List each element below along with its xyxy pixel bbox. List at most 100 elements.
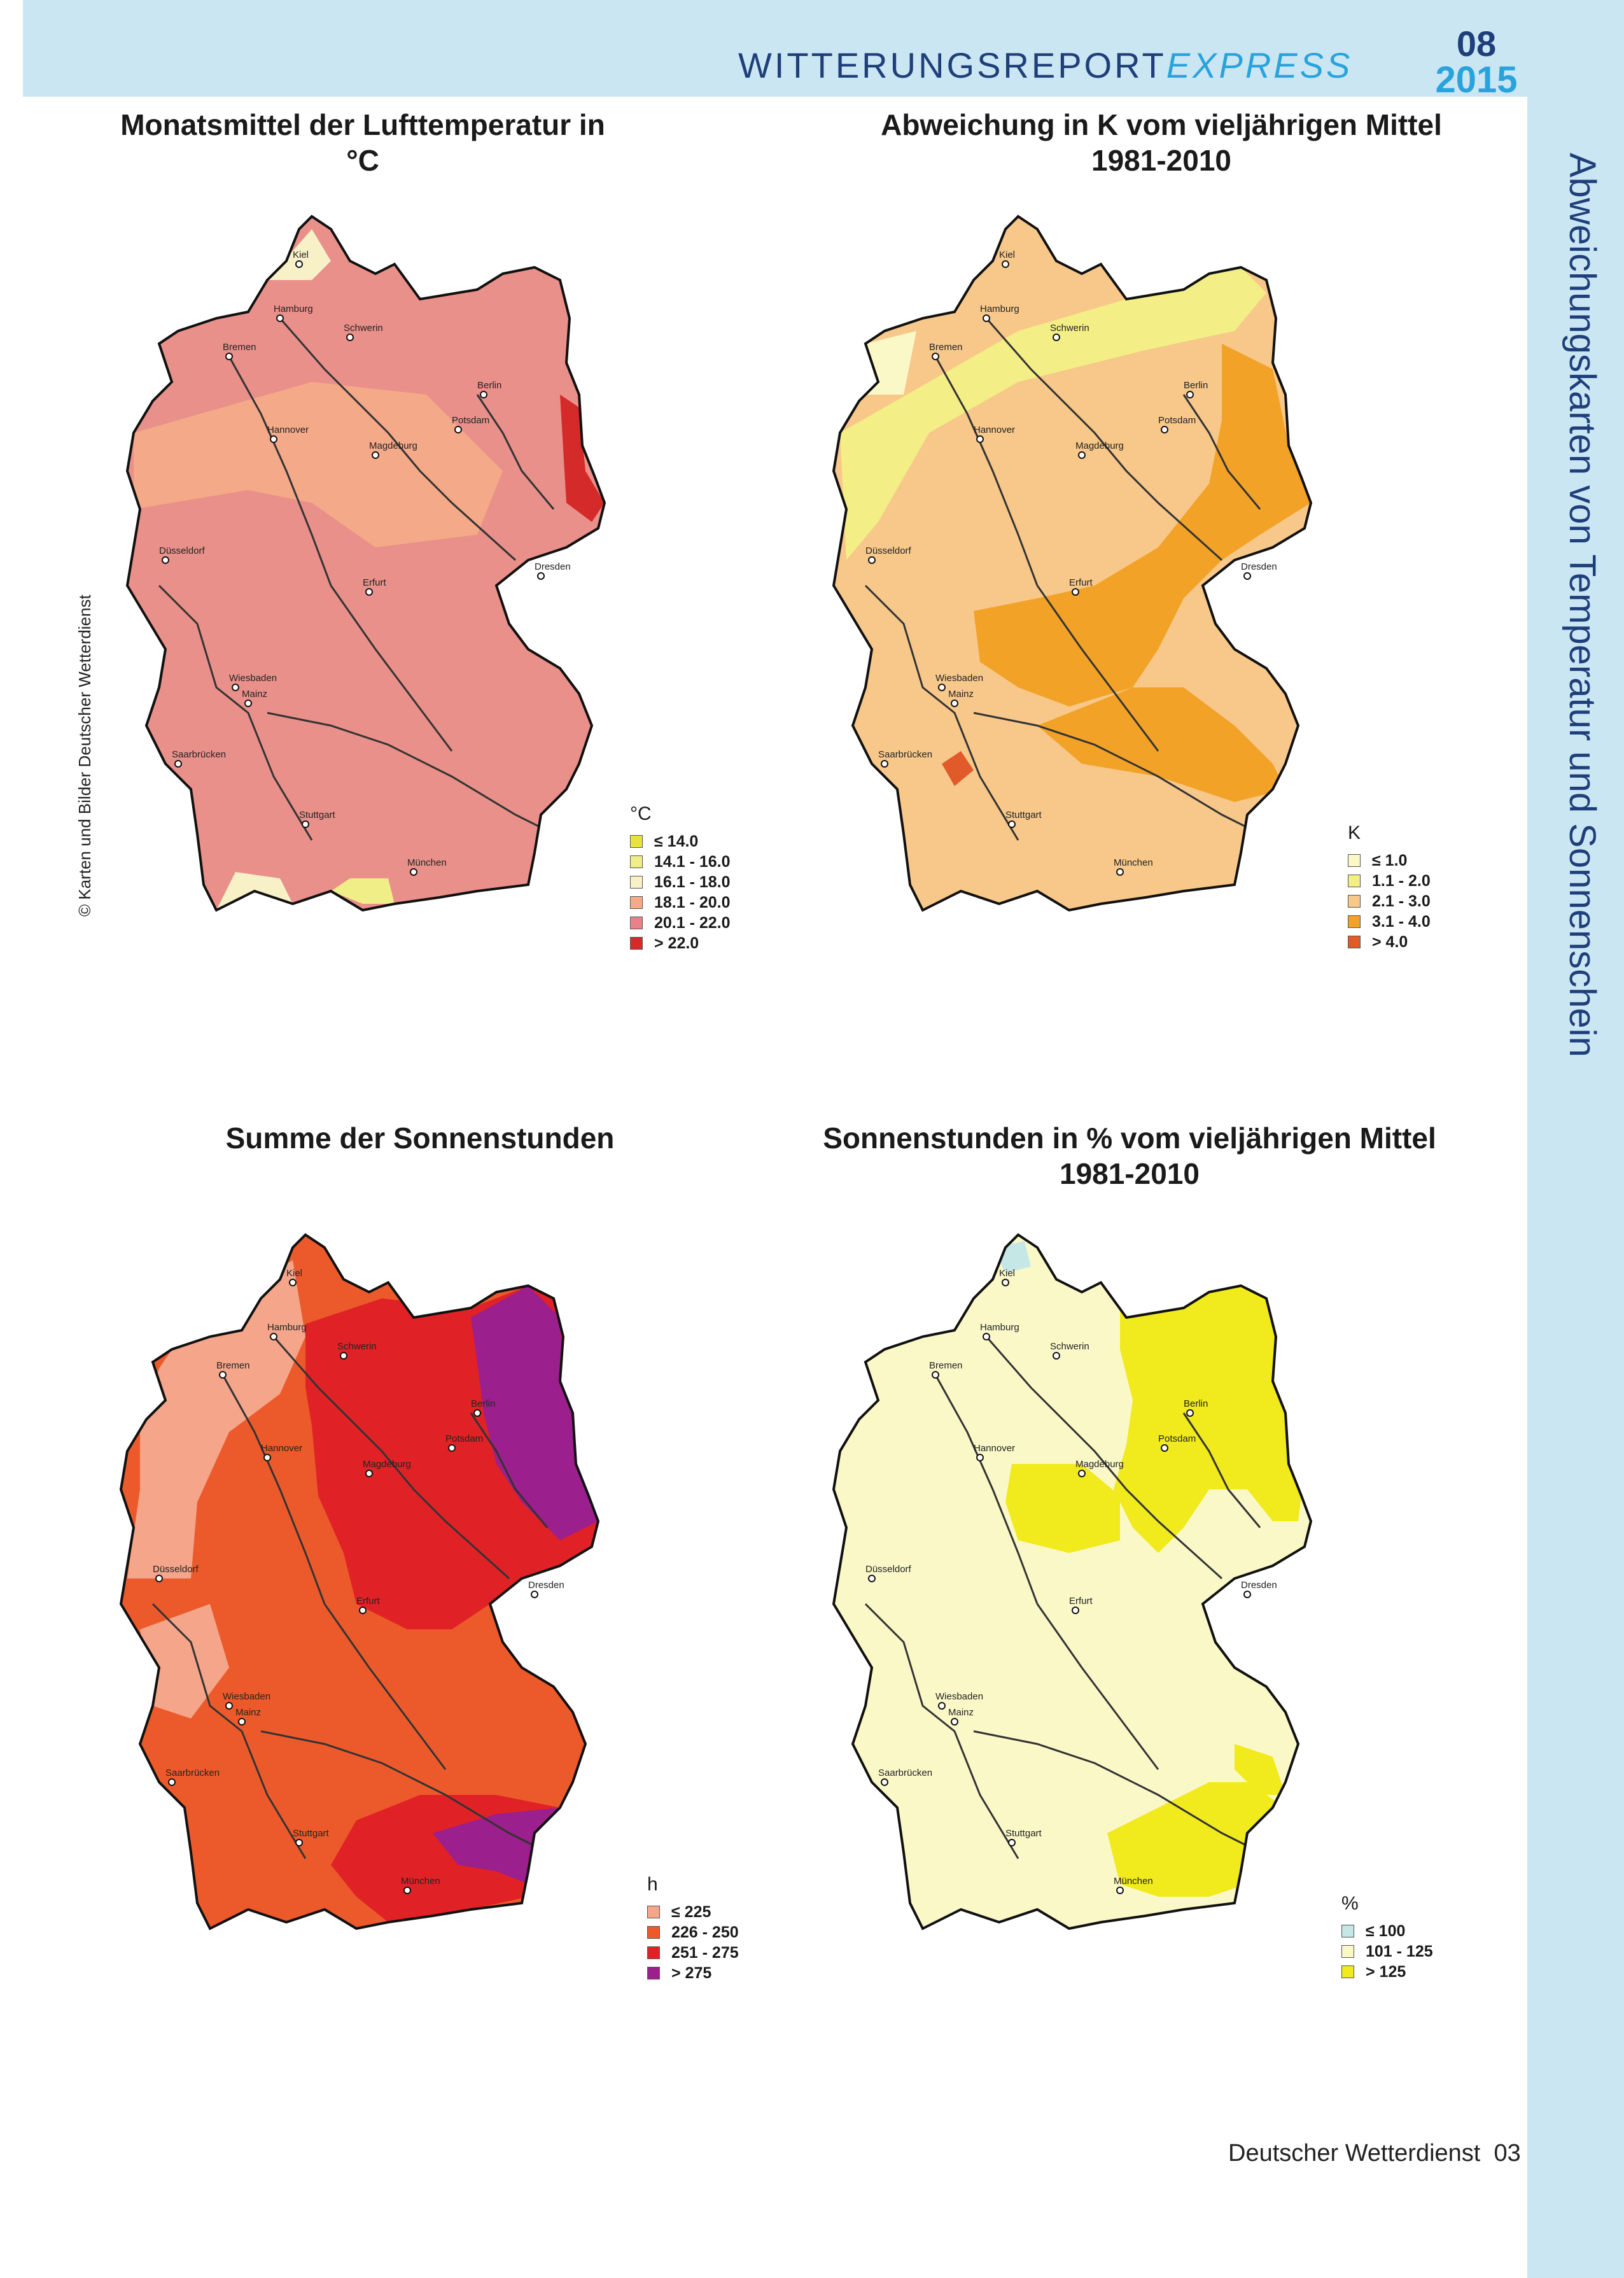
city-marker — [1072, 588, 1079, 596]
legend-unit: % — [1341, 1893, 1359, 1914]
legend-label: 2.1 - 3.0 — [1372, 892, 1431, 910]
city-label: Magdeburg — [363, 1459, 411, 1470]
legend-label: 251 - 275 — [671, 1943, 739, 1962]
river-line — [973, 1730, 1273, 1860]
city-label: Hannover — [267, 425, 309, 435]
city-marker — [225, 1702, 233, 1710]
city-marker — [232, 684, 239, 691]
legend-item: 2.1 - 3.0 — [1348, 891, 1431, 911]
river-line — [151, 1603, 307, 1859]
legend-swatch — [630, 937, 643, 950]
legend-swatch — [1341, 1965, 1354, 1978]
city-marker — [473, 1409, 481, 1417]
legend-label: > 275 — [671, 1964, 712, 1982]
city-label: Kiel — [999, 1268, 1015, 1279]
map-title-temperature-anomaly: Abweichung in K vom vieljährigen Mittel … — [795, 107, 1527, 178]
city-marker — [372, 451, 379, 459]
city-marker — [1072, 1607, 1079, 1614]
city-marker — [881, 1778, 888, 1786]
city-label: Bremen — [223, 342, 256, 353]
city-marker — [1008, 820, 1016, 828]
city-label: Magdeburg — [1075, 1459, 1124, 1470]
city-label: Schwerin — [344, 323, 383, 334]
city-label: Mainz — [235, 1707, 261, 1718]
city-marker — [155, 1575, 163, 1582]
legend-label: ≤ 1.0 — [1372, 851, 1408, 869]
river-line — [864, 584, 1019, 841]
city-label: Mainz — [948, 689, 974, 700]
legend-swatch — [647, 1967, 660, 1979]
legend-item: 16.1 - 18.0 — [630, 872, 731, 892]
city-label: Düsseldorf — [153, 1564, 199, 1575]
legend-temperature: °C ≤ 14.0 14.1 - 16.0 16.1 - 18.0 18.1 - 20… — [630, 803, 731, 953]
legend-label: 101 - 125 — [1366, 1942, 1433, 1960]
river-line — [985, 1336, 1223, 1580]
city-label: Düsseldorf — [159, 545, 206, 556]
city-marker — [951, 700, 958, 707]
map-title-sunshine: Summe der Sonnenstunden — [127, 1120, 713, 1156]
map-title-line: Abweichung in K vom vieljährigen Mittel — [881, 108, 1442, 141]
city-marker — [302, 820, 309, 828]
city-marker — [1161, 1444, 1168, 1452]
city-marker — [410, 868, 417, 876]
city-marker — [1116, 1887, 1124, 1894]
city-label: Hamburg — [980, 304, 1019, 314]
temperature-map: Kiel Hamburg Schwerin Bremen Berlin Hannover P… — [125, 214, 606, 912]
map-title-sunshine-percent: Sonnenstunden in % vom vieljährigen Mitt… — [732, 1120, 1527, 1192]
city-marker — [1002, 1279, 1009, 1286]
legend-temperature-anomaly: K ≤ 1.0 1.1 - 2.0 2.1 - 3.0 3.1 - 4.0 > 4.0 — [1348, 822, 1431, 952]
map-title-line: Monatsmittel der Lufttemperatur in °C — [120, 108, 605, 177]
city-marker — [1078, 1470, 1086, 1477]
river-line — [985, 318, 1223, 561]
city-label: Potsdam — [1158, 1433, 1196, 1444]
city-marker — [270, 435, 277, 443]
city-label: Dresden — [1241, 1580, 1277, 1591]
city-label: Düsseldorf — [865, 545, 912, 556]
map-class-region — [1037, 687, 1285, 802]
city-label: Berlin — [1184, 380, 1208, 391]
city-marker — [454, 426, 462, 433]
city-marker — [938, 1702, 946, 1710]
map-class-region — [1114, 1286, 1301, 1553]
city-label: Wiesbaden — [935, 673, 983, 684]
city-label: Erfurt — [356, 1596, 381, 1607]
legend-label: 18.1 - 20.0 — [654, 893, 731, 911]
city-marker — [263, 1454, 271, 1461]
city-marker — [403, 1887, 411, 1894]
city-label: Mainz — [948, 1707, 974, 1718]
report-title-main: WITTERUNGSREPORT — [738, 45, 1166, 85]
legend-swatch — [1341, 1925, 1354, 1937]
city-label: Berlin — [1184, 1398, 1208, 1409]
city-marker — [983, 314, 990, 322]
city-label: Schwerin — [337, 1341, 377, 1352]
legend-item: ≤ 1.0 — [1348, 850, 1431, 871]
side-title: Abweichungskarten von Temperatur und Son… — [1562, 153, 1603, 1057]
map-title-line: 1981-2010 — [1060, 1157, 1200, 1190]
temperature-anomaly-map: Kiel Hamburg Schwerin Bremen Berlin Hannover P… — [832, 214, 1313, 912]
city-label: Magdeburg — [1075, 440, 1124, 451]
city-label: Hamburg — [267, 1322, 307, 1333]
legend-swatch — [630, 896, 643, 909]
river-line — [1036, 585, 1159, 752]
legend-swatch — [1348, 854, 1361, 867]
copyright-note: © Karten und Bilder Deutscher Wetterdien… — [75, 594, 94, 917]
city-marker — [1186, 1409, 1194, 1417]
river-line — [934, 356, 1039, 586]
city-marker — [938, 684, 946, 691]
legend-item: > 4.0 — [1348, 932, 1431, 952]
city-marker — [346, 334, 354, 341]
river-line — [1036, 1603, 1159, 1770]
map-class-overlays — [134, 229, 605, 910]
footer-publisher: Deutscher Wetterdienst — [1228, 2140, 1481, 2167]
country-border — [119, 1233, 600, 1930]
map-class-overlays — [864, 1241, 1301, 1897]
legend-swatch — [1341, 1945, 1354, 1958]
map-title-temperature: Monatsmittel der Lufttemperatur in °C — [102, 107, 624, 178]
legend-swatch — [1348, 936, 1361, 948]
map-class-region — [267, 229, 331, 280]
legend-label: 14.1 - 16.0 — [654, 852, 731, 871]
city-label: Dresden — [528, 1580, 564, 1591]
report-title: WITTERUNGSREPORTEXPRESS — [738, 45, 1352, 86]
river-line — [260, 1730, 561, 1860]
city-label: Potsdam — [452, 415, 489, 426]
